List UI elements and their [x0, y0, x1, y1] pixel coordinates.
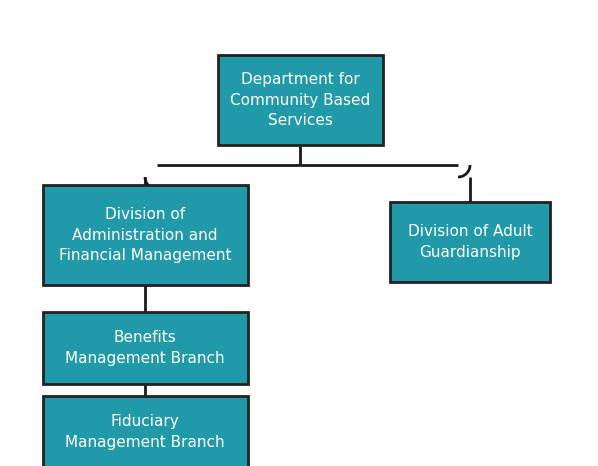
Text: Division of
Administration and
Financial Management: Division of Administration and Financial… — [59, 207, 231, 263]
Text: Department for
Community Based
Services: Department for Community Based Services — [230, 72, 370, 128]
FancyBboxPatch shape — [42, 312, 248, 384]
FancyBboxPatch shape — [218, 55, 383, 145]
FancyBboxPatch shape — [42, 396, 248, 466]
FancyBboxPatch shape — [390, 202, 550, 282]
Text: Benefits
Management Branch: Benefits Management Branch — [65, 330, 225, 366]
FancyBboxPatch shape — [42, 185, 248, 285]
Text: Division of Adult
Guardianship: Division of Adult Guardianship — [408, 224, 532, 260]
Text: Fiduciary
Management Branch: Fiduciary Management Branch — [65, 414, 225, 450]
